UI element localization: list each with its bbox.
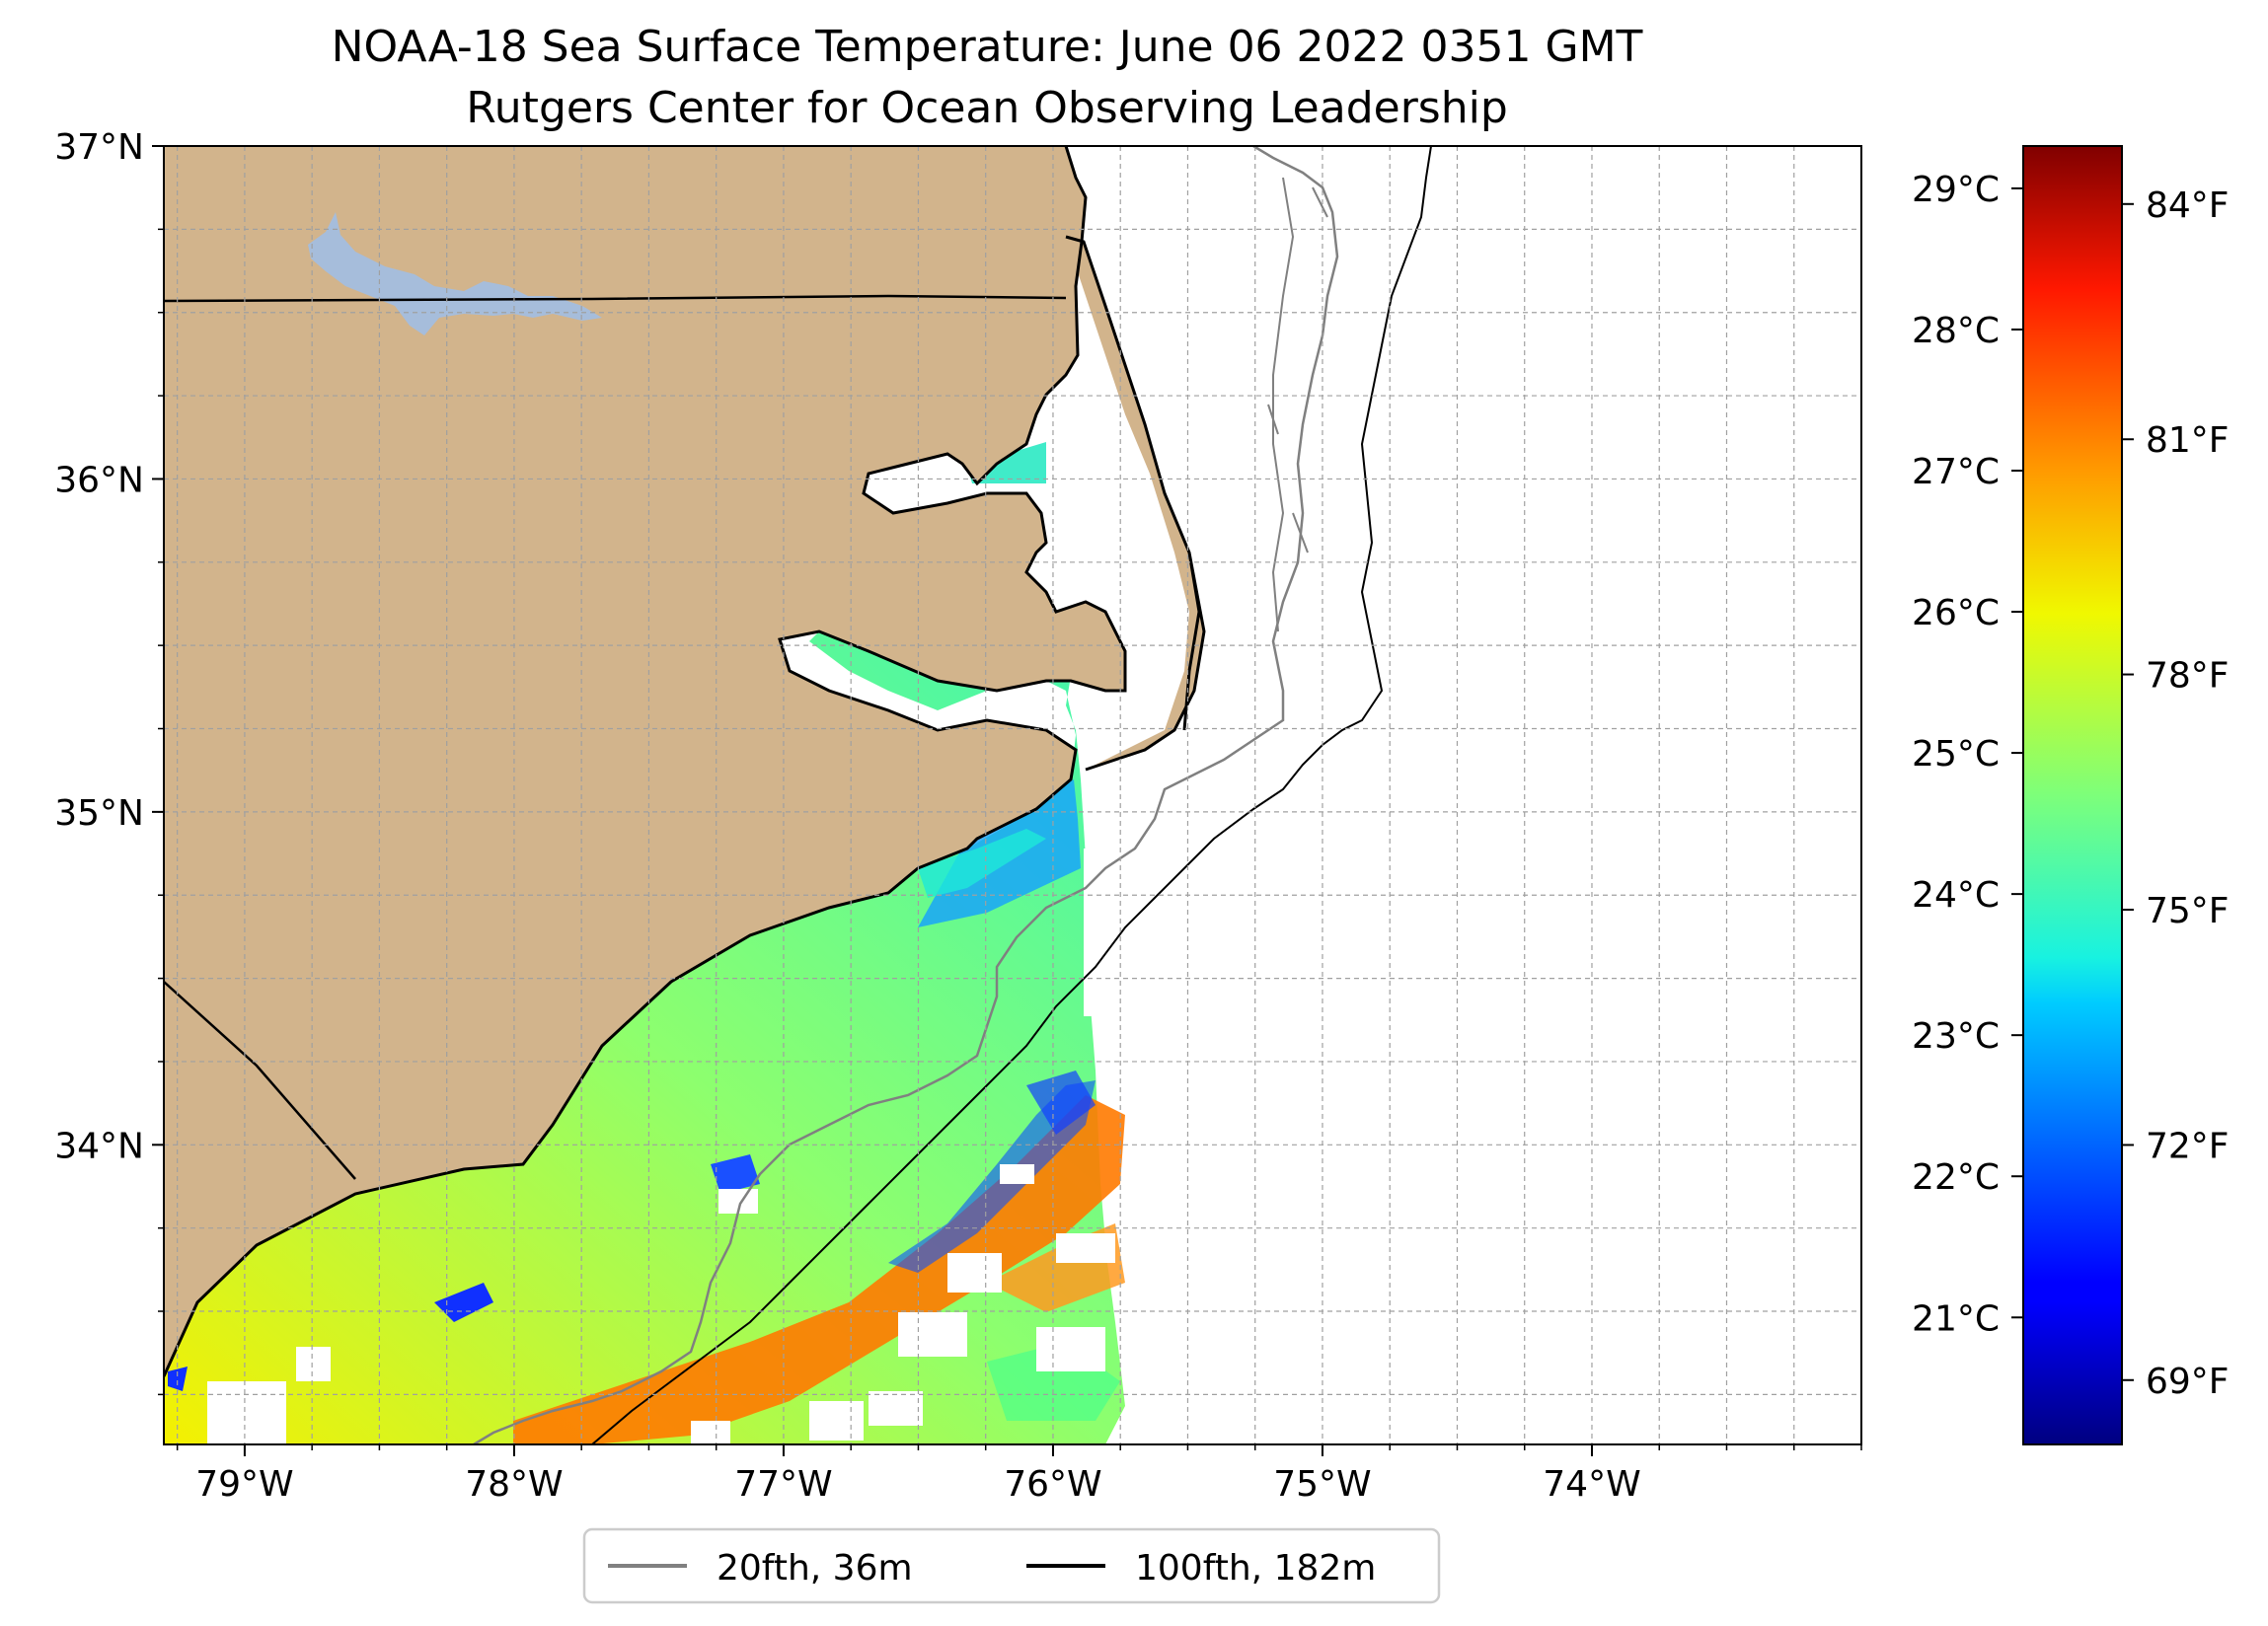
legend-100fth-label: 100fth, 182m (1135, 1548, 1376, 1589)
isobath-20fth (473, 146, 1339, 1444)
colorbar-fahrenheit-ticks: 84°F 81°F 78°F 75°F 72°F 69°F (2122, 185, 2230, 1402)
colorbar-celsius-label: 29°C (1912, 170, 2000, 210)
map-title-line2: Rutgers Center for Ocean Observing Leade… (466, 83, 1508, 133)
colorbar-fahrenheit-label: 72°F (2146, 1126, 2230, 1166)
lat-tick-label: 36°N (54, 460, 144, 500)
colorbar-fahrenheit-label: 75°F (2146, 891, 2230, 931)
gridlines (164, 146, 1861, 1444)
colorbar-celsius-label: 25°C (1912, 734, 2000, 775)
colorbar-celsius-label: 23°C (1912, 1016, 2000, 1057)
map-frame (163, 145, 1862, 1445)
lake-gaston (308, 212, 602, 335)
lon-tick-label: 75°W (1273, 1464, 1371, 1505)
state-border-nc-sc (164, 981, 356, 1180)
lon-tick-label: 78°W (465, 1464, 563, 1505)
state-border-va-nc (164, 294, 1067, 303)
legend-box (582, 1527, 1441, 1604)
isobath-100fth (591, 146, 1432, 1444)
colorbar-fahrenheit-label: 78°F (2146, 656, 2230, 697)
colorbar-celsius-ticks: 29°C 28°C 27°C 26°C 25°C 24°C 23°C 22°C 21°C (1912, 170, 2023, 1339)
map-area (164, 146, 1861, 1444)
outer-banks (1065, 235, 1206, 772)
map-title-line1: NOAA-18 Sea Surface Temperature: June 06… (332, 22, 1643, 72)
isobath-20fth-shoals (1267, 177, 1328, 632)
legend: 20fth, 36m 100fth, 182m (582, 1527, 1441, 1604)
lon-tick-label: 76°W (1004, 1464, 1101, 1505)
colorbar-fahrenheit-label: 81°F (2146, 420, 2230, 461)
lon-tick-label: 79°W (195, 1464, 293, 1505)
colorbar-celsius-label: 24°C (1912, 875, 2000, 916)
colorbar-celsius-label: 22°C (1912, 1157, 2000, 1198)
colorbar: 29°C 28°C 27°C 26°C 25°C 24°C 23°C 22°C 21°C 84°… (1912, 145, 2230, 1445)
colorbar-celsius-label: 21°C (1912, 1298, 2000, 1339)
colorbar-celsius-label: 28°C (1912, 311, 2000, 351)
colorbar-fahrenheit-label: 84°F (2146, 185, 2230, 226)
lon-tick-label: 74°W (1543, 1464, 1640, 1505)
longitude-axis: 79°W 78°W 77°W 76°W 75°W 74°W (176, 1444, 1862, 1505)
lat-tick-label: 34°N (54, 1126, 144, 1166)
land (164, 146, 1204, 1376)
colorbar-celsius-label: 27°C (1912, 452, 2000, 492)
lon-tick-label: 77°W (734, 1464, 832, 1505)
sst-field (164, 442, 1125, 1444)
latitude-axis: 37°N 36°N 35°N 34°N (54, 127, 164, 1396)
lat-tick-label: 35°N (54, 793, 144, 834)
lat-tick-label: 37°N (54, 127, 144, 168)
colorbar-gradient (2022, 145, 2123, 1445)
colorbar-fahrenheit-label: 69°F (2146, 1362, 2230, 1402)
coastline (164, 146, 1127, 1377)
legend-20fth-label: 20fth, 36m (717, 1548, 913, 1589)
colorbar-celsius-label: 26°C (1912, 593, 2000, 633)
